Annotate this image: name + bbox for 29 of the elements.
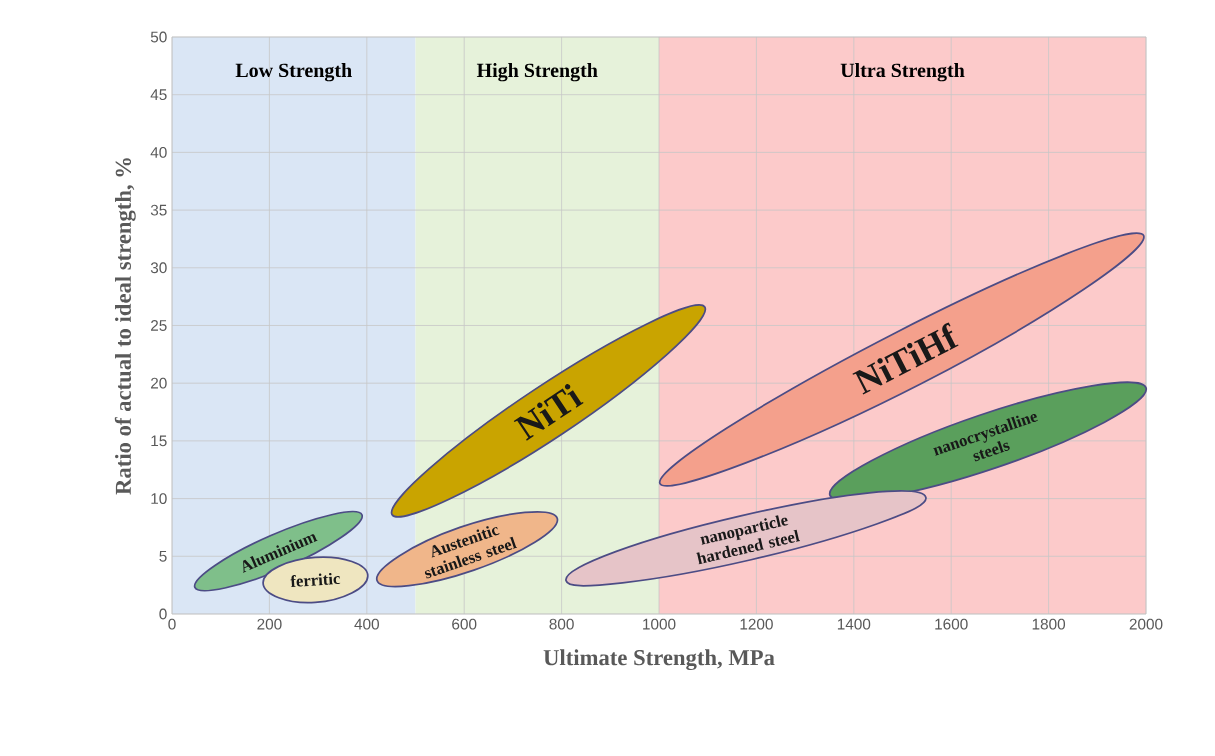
y-tick-label: 25 bbox=[151, 320, 167, 331]
band-label: Low Strength bbox=[235, 63, 352, 82]
x-tick-label: 1800 bbox=[1032, 618, 1066, 630]
y-tick-label: 50 bbox=[150, 31, 167, 43]
x-tick-label: 1400 bbox=[837, 618, 871, 630]
y-tick-label: 5 bbox=[159, 550, 167, 562]
x-tick-label: 1000 bbox=[643, 618, 676, 630]
y-tick-label: 20 bbox=[151, 377, 167, 389]
y-tick-label: 30 bbox=[150, 262, 167, 274]
x-tick-label: 200 bbox=[257, 618, 282, 630]
y-tick-label: 40 bbox=[150, 146, 167, 158]
y-tick-label: 45 bbox=[150, 89, 167, 101]
series-label: NiTi bbox=[513, 384, 584, 441]
x-tick-label: 2000 bbox=[1129, 618, 1163, 630]
band-label: High Strength bbox=[476, 63, 598, 82]
band-label: Ultra Strength bbox=[840, 63, 965, 82]
x-tick-label: 600 bbox=[452, 618, 477, 630]
y-tick-label: 10 bbox=[151, 493, 167, 505]
x-tick-label: 1600 bbox=[935, 618, 968, 630]
x-tick-label: 0 bbox=[168, 618, 176, 630]
x-tick-label: 800 bbox=[549, 618, 574, 630]
y-tick-label: 35 bbox=[150, 204, 167, 216]
y-tick-label: 0 bbox=[159, 608, 167, 620]
legend-label: ferritic bbox=[290, 572, 341, 588]
y-tick-label: 15 bbox=[151, 435, 167, 447]
x-tick-label: 400 bbox=[354, 618, 379, 630]
x-axis-title: Ultimate Strength, MPa bbox=[543, 649, 775, 671]
x-tick-label: 1200 bbox=[740, 618, 773, 630]
y-axis-title: Ratio of actual to ideal strength, % bbox=[114, 158, 136, 495]
